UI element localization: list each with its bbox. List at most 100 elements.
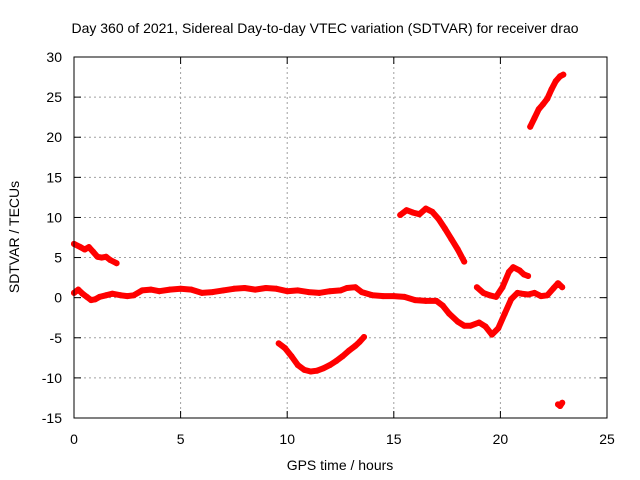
data-point — [230, 285, 237, 292]
y-axis-label: SDTVAR / TECUs — [6, 181, 22, 293]
chart-title: Day 360 of 2021, Sidereal Day-to-day VTE… — [71, 20, 578, 36]
data-point — [559, 284, 566, 291]
plot-frame — [73, 56, 608, 419]
data-point — [544, 292, 551, 299]
data-point — [527, 123, 534, 130]
data-point — [103, 253, 109, 260]
data-point — [531, 289, 538, 296]
data-point — [109, 290, 116, 297]
data-point — [339, 353, 346, 360]
data-point — [75, 286, 82, 293]
data-point — [275, 340, 282, 347]
data-point — [410, 209, 416, 216]
data-point — [401, 293, 408, 300]
data-point — [209, 289, 216, 296]
y-tick-labels: -15 -10 -5 0 5 10 15 20 25 30 — [42, 49, 62, 426]
data-point — [560, 71, 567, 78]
y-tick-label: 0 — [54, 290, 62, 306]
data-point — [499, 284, 506, 291]
data-point — [559, 399, 566, 406]
data-point — [380, 293, 387, 300]
data-point — [495, 325, 502, 332]
data-point — [103, 292, 109, 299]
data-point — [273, 285, 280, 292]
data-point — [358, 289, 365, 296]
data-point — [473, 284, 480, 291]
data-point — [301, 366, 308, 373]
data-point — [510, 264, 517, 271]
data-series — [71, 71, 567, 409]
data-point — [343, 285, 350, 291]
data-point — [83, 293, 90, 300]
data-point — [397, 212, 404, 218]
data-point — [476, 319, 483, 326]
data-point — [448, 236, 455, 243]
data-point — [482, 323, 489, 330]
data-point — [429, 208, 436, 215]
y-tick-label: 30 — [46, 49, 62, 65]
data-point — [288, 353, 295, 360]
data-point — [282, 345, 289, 352]
data-point — [177, 285, 184, 292]
data-point — [403, 207, 410, 214]
data-point — [454, 318, 461, 325]
data-point — [130, 292, 137, 299]
data-point — [124, 293, 131, 300]
data-point — [552, 78, 559, 85]
y-tick-label: 25 — [46, 89, 62, 105]
data-point — [412, 297, 419, 304]
data-point — [467, 322, 474, 329]
data-point — [390, 293, 397, 300]
data-point — [107, 257, 114, 263]
data-point — [525, 273, 532, 279]
data-point — [544, 95, 551, 102]
data-point — [356, 338, 363, 345]
y-tick-label: 5 — [54, 250, 62, 266]
data-point — [307, 368, 314, 375]
data-point — [147, 286, 154, 293]
data-point — [320, 365, 327, 372]
data-point — [156, 288, 163, 295]
data-point — [346, 347, 352, 354]
data-point — [446, 310, 453, 317]
data-point — [516, 267, 523, 274]
data-point — [113, 260, 120, 267]
data-point — [433, 297, 440, 304]
data-point — [294, 362, 301, 369]
grid — [74, 57, 607, 418]
y-tick-label: 10 — [46, 209, 62, 225]
data-point — [90, 248, 97, 255]
data-point — [540, 101, 546, 108]
data-point — [461, 258, 468, 265]
y-tick-label: -10 — [42, 370, 62, 386]
data-point — [486, 292, 493, 299]
data-point — [422, 297, 429, 304]
data-point — [480, 289, 487, 296]
data-point — [188, 286, 195, 293]
y-tick-label: 20 — [46, 129, 62, 145]
data-point — [461, 322, 468, 329]
data-point — [326, 288, 333, 295]
y-tick-label: -5 — [50, 330, 63, 346]
data-point — [361, 334, 367, 340]
data-point — [508, 296, 515, 303]
data-point — [416, 211, 423, 218]
data-point — [537, 293, 544, 300]
x-axis-label: GPS time / hours — [287, 457, 394, 473]
data-point — [326, 362, 333, 369]
x-tick-label: 20 — [493, 431, 509, 447]
data-point — [96, 293, 103, 300]
y-tick-label: -15 — [42, 410, 62, 426]
data-point — [442, 225, 448, 232]
data-point — [535, 106, 542, 113]
data-point — [525, 291, 532, 298]
data-point — [139, 287, 146, 294]
data-point — [262, 285, 269, 291]
data-point — [493, 293, 500, 300]
data-point — [548, 86, 555, 93]
x-tick-label: 15 — [386, 431, 402, 447]
data-point — [518, 290, 525, 297]
data-point — [252, 286, 259, 293]
data-point — [352, 342, 359, 349]
data-point — [198, 289, 205, 296]
